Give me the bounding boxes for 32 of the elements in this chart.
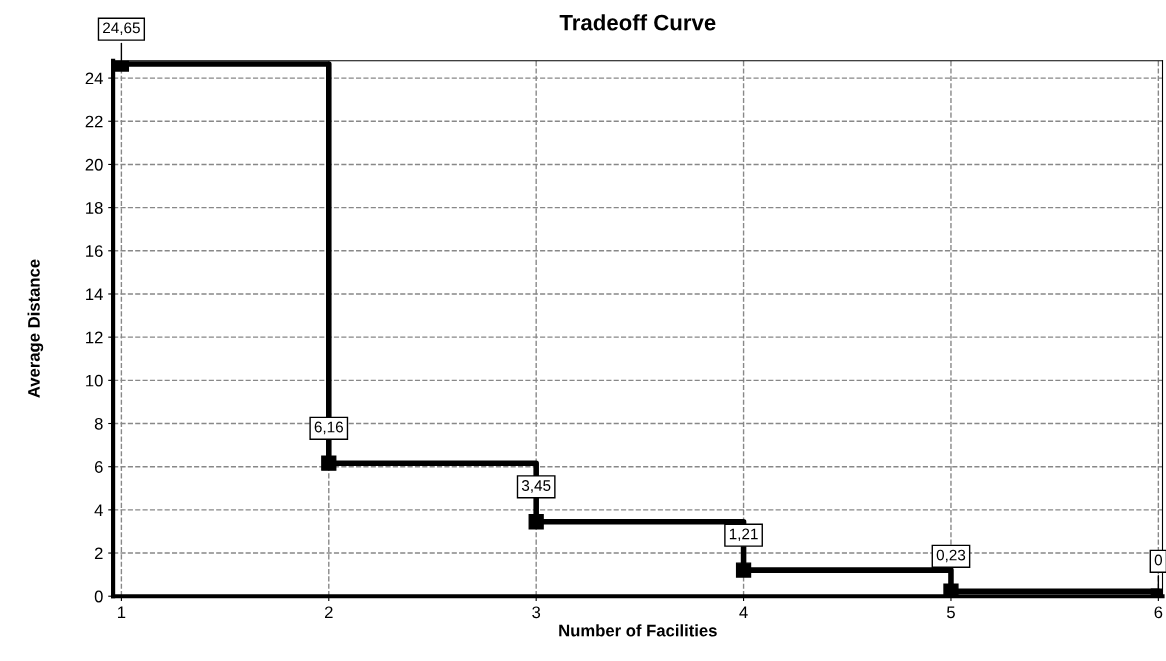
y-tick-label: 18 — [86, 202, 103, 214]
y-tick-label: 10 — [86, 374, 103, 387]
point — [735, 562, 752, 578]
y-tick-label: 14 — [86, 288, 103, 301]
y-tick-label: 22 — [85, 115, 103, 128]
data-label: 6,16 — [314, 421, 343, 435]
point — [528, 514, 544, 530]
y-tick-label: 20 — [85, 158, 103, 171]
y-tick-label: 4 — [94, 504, 103, 516]
y-tick-label: 24 — [85, 72, 103, 85]
y-tick-label: 8 — [94, 417, 103, 430]
y-tick-label: 0 — [94, 590, 103, 603]
y-tick-label: 12 — [86, 331, 103, 344]
x-tick-label: 1 — [118, 606, 126, 619]
point — [113, 60, 130, 72]
data-label: 0 — [1154, 554, 1163, 566]
y-axis-title: Average Distance — [27, 259, 44, 398]
x-tick-label: 6 — [1154, 606, 1163, 619]
y-tick-label: 16 — [86, 245, 103, 257]
data-label: 1,21 — [729, 528, 758, 542]
x-axis-title: Number of Facilities — [559, 624, 717, 637]
point — [321, 455, 337, 471]
x-tick-label: 2 — [324, 606, 333, 619]
y-tick-label: 2 — [94, 547, 103, 560]
x-tick-label: 3 — [532, 606, 541, 619]
data-label: 0,23 — [936, 549, 966, 563]
x-tick-label: 4 — [739, 606, 748, 619]
chart-title: Tradeoff Curve — [559, 14, 716, 31]
data-label: 3,45 — [521, 480, 551, 493]
x-tick-label: 5 — [947, 606, 955, 619]
data-label: 24,65 — [103, 22, 140, 36]
y-tick-label: 6 — [94, 461, 103, 473]
